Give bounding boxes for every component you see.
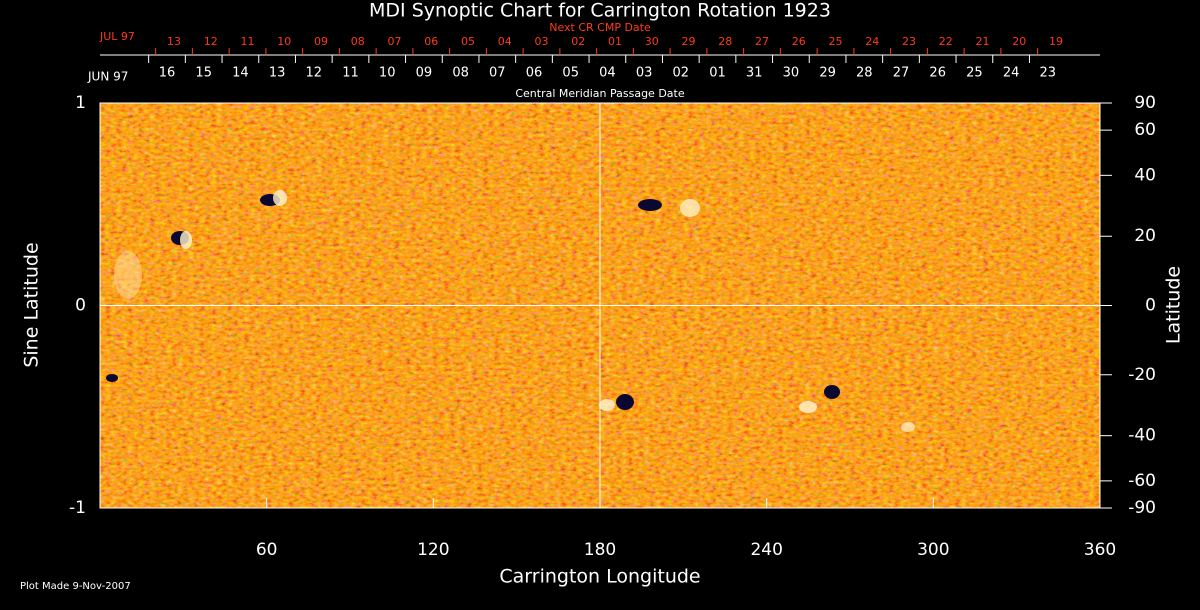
next-cmp-label: 30 bbox=[645, 35, 659, 48]
cmp-label: 26 bbox=[929, 66, 946, 81]
cmp-label: 04 bbox=[599, 66, 616, 81]
cmp-month-label: JUN 97 bbox=[87, 70, 128, 84]
next-cmp-month-label: JUL 97 bbox=[99, 30, 135, 43]
next-cmp-label: 20 bbox=[1012, 35, 1026, 48]
next-cmp-label: 07 bbox=[388, 35, 402, 48]
y2-tick-label: 90 bbox=[1134, 93, 1156, 113]
y-tick-label: 0 bbox=[75, 296, 86, 316]
next-cmp-label: 08 bbox=[351, 35, 365, 48]
next-cmp-label: 27 bbox=[755, 35, 769, 48]
y2-tick-label: -60 bbox=[1128, 471, 1156, 491]
y2-tick-label: 0 bbox=[1145, 296, 1156, 316]
x-tick-label: 60 bbox=[256, 540, 278, 560]
spot bbox=[824, 385, 840, 399]
next-cmp-label: 26 bbox=[792, 35, 806, 48]
next-cmp-label: 24 bbox=[865, 35, 879, 48]
x-tick-label: 120 bbox=[417, 540, 449, 560]
next-cmp-label: 05 bbox=[461, 35, 475, 48]
next-cmp-label: 02 bbox=[571, 35, 585, 48]
next-cmp-label: 10 bbox=[277, 35, 291, 48]
cmp-label: 25 bbox=[966, 66, 983, 81]
y-tick-label: 1 bbox=[75, 93, 86, 113]
next-cmp-label: 29 bbox=[682, 35, 696, 48]
spot bbox=[799, 401, 817, 413]
cmp-label: 31 bbox=[746, 66, 763, 81]
cmp-label: 02 bbox=[673, 66, 690, 81]
y2-tick-label: 40 bbox=[1134, 165, 1156, 185]
next-cmp-label: 04 bbox=[498, 35, 512, 48]
cmp-label: 01 bbox=[709, 66, 726, 81]
next-cmp-label: 22 bbox=[939, 35, 953, 48]
spot bbox=[599, 399, 615, 411]
cmp-label: 24 bbox=[1003, 66, 1020, 81]
cmp-label: 06 bbox=[526, 66, 543, 81]
y2-tick-label: 60 bbox=[1134, 120, 1156, 140]
y2-axis-label: Latitude bbox=[1163, 266, 1185, 344]
spot bbox=[901, 422, 915, 432]
cmp-label: 27 bbox=[893, 66, 910, 81]
x-axis-label: Carrington Longitude bbox=[499, 566, 700, 588]
spot bbox=[273, 190, 287, 206]
next-cmp-label: 11 bbox=[241, 35, 255, 48]
y2-tick-label: 20 bbox=[1134, 226, 1156, 246]
y-tick-label: -1 bbox=[69, 498, 86, 518]
cmp-label: 10 bbox=[379, 66, 396, 81]
next-cmp-label: 25 bbox=[829, 35, 843, 48]
cmp-label: 07 bbox=[489, 66, 506, 81]
x-tick-label: 360 bbox=[1084, 540, 1116, 560]
cmp-label: 30 bbox=[783, 66, 800, 81]
next-cmp-label: 13 bbox=[167, 35, 181, 48]
cmp-label: 13 bbox=[269, 66, 286, 81]
cmp-label: 28 bbox=[856, 66, 873, 81]
next-cmp-axis-title: Next CR CMP Date bbox=[549, 21, 651, 34]
cmp-label: 09 bbox=[416, 66, 433, 81]
next-cmp-label: 19 bbox=[1049, 35, 1063, 48]
spot bbox=[680, 199, 700, 217]
plage bbox=[114, 251, 142, 299]
footer: Plot Made 9-Nov-2007 bbox=[20, 581, 131, 592]
x-tick-label: 300 bbox=[917, 540, 949, 560]
cmp-label: 03 bbox=[636, 66, 653, 81]
chart-title: MDI Synoptic Chart for Carrington Rotati… bbox=[369, 0, 831, 22]
x-tick-label: 180 bbox=[584, 540, 616, 560]
spot bbox=[180, 231, 192, 249]
y2-tick-label: -90 bbox=[1128, 498, 1156, 518]
cmp-label: 14 bbox=[232, 66, 249, 81]
next-cmp-label: 28 bbox=[718, 35, 732, 48]
next-cmp-label: 21 bbox=[976, 35, 990, 48]
next-cmp-label: 01 bbox=[608, 35, 622, 48]
cmp-label: 12 bbox=[306, 66, 323, 81]
next-cmp-label: 06 bbox=[424, 35, 438, 48]
next-cmp-label: 03 bbox=[535, 35, 549, 48]
cmp-label: 08 bbox=[452, 66, 469, 81]
cmp-axis-title: Central Meridian Passage Date bbox=[515, 87, 684, 100]
y2-tick-label: -40 bbox=[1128, 426, 1156, 446]
next-cmp-label: 23 bbox=[902, 35, 916, 48]
next-cmp-label: 09 bbox=[314, 35, 328, 48]
spot bbox=[106, 374, 118, 382]
x-tick-label: 240 bbox=[750, 540, 782, 560]
cmp-label: 11 bbox=[342, 66, 359, 81]
y2-tick-label: -20 bbox=[1128, 365, 1156, 385]
spot bbox=[638, 199, 662, 211]
cmp-label: 16 bbox=[159, 66, 176, 81]
spot bbox=[616, 394, 634, 410]
next-cmp-label: 12 bbox=[204, 35, 218, 48]
cmp-label: 23 bbox=[1040, 66, 1057, 81]
y-axis-label: Sine Latitude bbox=[21, 242, 43, 367]
cmp-label: 29 bbox=[819, 66, 836, 81]
cmp-label: 15 bbox=[195, 66, 212, 81]
cmp-label: 05 bbox=[562, 66, 579, 81]
